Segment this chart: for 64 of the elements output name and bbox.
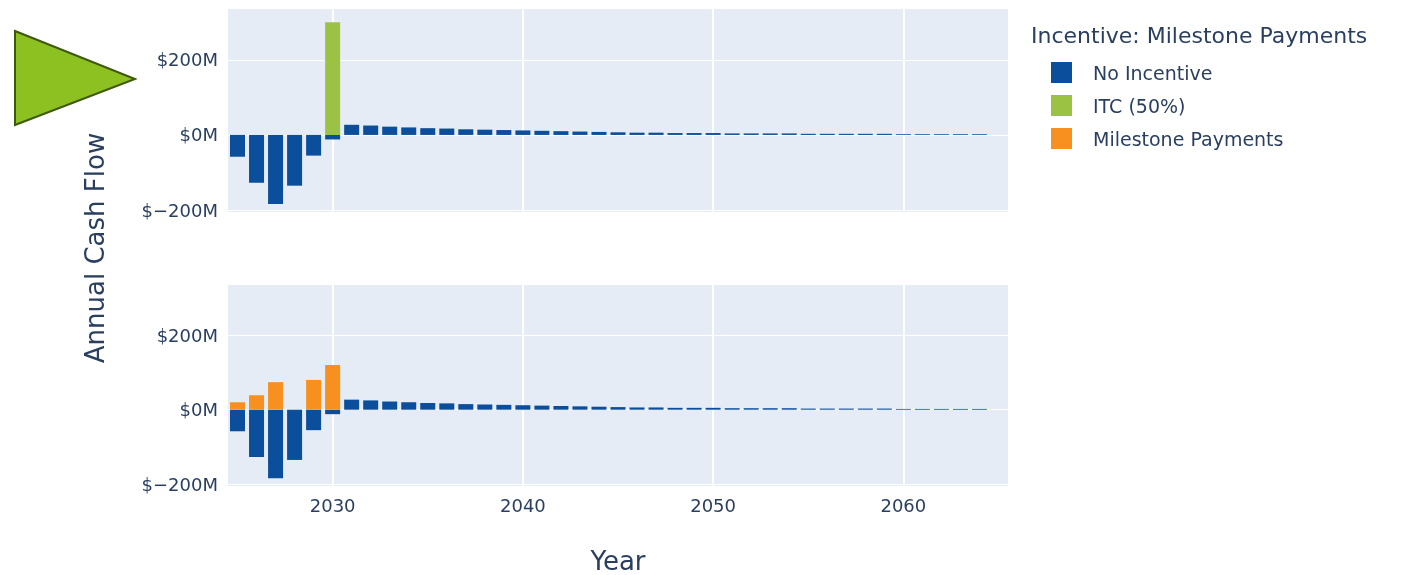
bar [306, 379, 322, 410]
bar [553, 131, 569, 135]
bar [249, 395, 265, 410]
bar [515, 405, 531, 410]
legend-label: No Incentive [1093, 61, 1213, 84]
y-tick-label: $200M [156, 324, 218, 346]
y-tick-label: $−200M [141, 199, 218, 221]
bar [325, 409, 341, 415]
bar [439, 403, 455, 410]
bar [420, 128, 436, 135]
bar [610, 132, 626, 135]
x-tick-label: 2060 [880, 494, 927, 516]
bar [515, 130, 531, 135]
bar [534, 405, 550, 410]
bar [610, 407, 626, 410]
bar [629, 407, 645, 410]
bar [325, 365, 341, 410]
bar [306, 134, 322, 156]
bar [325, 22, 341, 135]
y-tick-label: $0M [179, 399, 218, 421]
bar [306, 409, 322, 431]
bar [648, 407, 664, 410]
bar [249, 409, 265, 457]
bar [591, 131, 607, 135]
bar [401, 127, 417, 135]
bar [534, 130, 550, 135]
y-axis-title: Annual Cash Flow [80, 132, 110, 364]
bar [287, 134, 303, 186]
legend-label: Milestone Payments [1093, 127, 1284, 150]
bar [496, 130, 512, 135]
y-tick-label: $0M [179, 124, 218, 146]
bar [458, 404, 474, 410]
bar [401, 402, 417, 410]
x-axis-title: Year [589, 546, 646, 575]
bar [268, 134, 284, 205]
bar [496, 404, 512, 410]
y-tick-label: $−200M [141, 473, 218, 495]
bar [344, 124, 360, 135]
bar [230, 402, 246, 410]
bar [553, 405, 569, 410]
bar [344, 399, 360, 410]
bar [249, 134, 265, 183]
bar [230, 134, 246, 157]
bar [230, 409, 246, 432]
x-tick-label: 2030 [309, 494, 356, 516]
bar [477, 129, 493, 135]
bar [439, 128, 455, 135]
x-tick-label: 2050 [690, 494, 737, 516]
legend-label: ITC (50%) [1093, 94, 1186, 117]
bar [363, 400, 379, 410]
bar [287, 409, 303, 460]
x-tick-label: 2040 [499, 494, 546, 516]
bar [268, 382, 284, 410]
bar [420, 402, 436, 410]
bar [591, 406, 607, 410]
bar [477, 404, 493, 410]
y-tick-label: $200M [156, 49, 218, 71]
bar [572, 406, 588, 410]
bar [268, 409, 284, 479]
legend-title: Incentive: Milestone Payments [1031, 22, 1368, 48]
bar [363, 125, 379, 135]
bar [382, 126, 398, 135]
bar [382, 401, 398, 410]
bar [458, 129, 474, 135]
